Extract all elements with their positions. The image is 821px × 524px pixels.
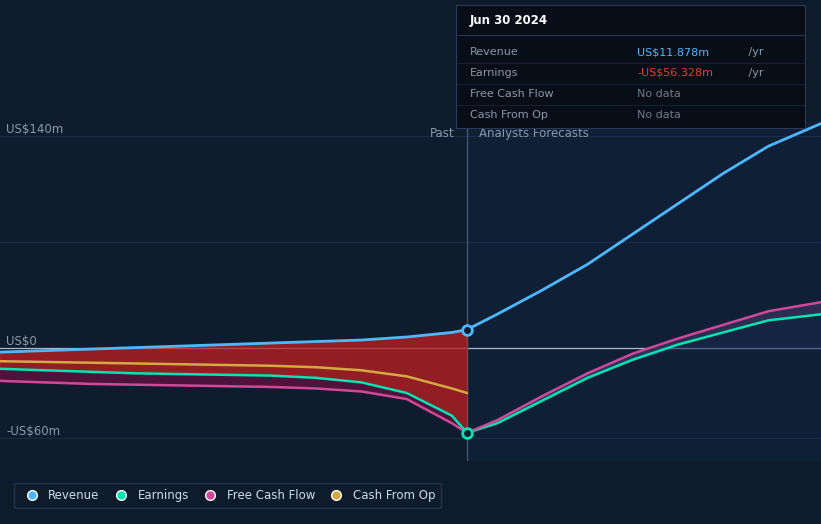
Text: No data: No data <box>637 110 681 120</box>
Text: -US$60m: -US$60m <box>6 425 60 439</box>
Text: Jun 30 2024: Jun 30 2024 <box>470 14 548 27</box>
Legend: Revenue, Earnings, Free Cash Flow, Cash From Op: Revenue, Earnings, Free Cash Flow, Cash … <box>14 483 441 508</box>
Text: Earnings: Earnings <box>470 68 518 78</box>
Text: Free Cash Flow: Free Cash Flow <box>470 89 553 99</box>
Text: US$11.878m: US$11.878m <box>637 47 709 57</box>
Text: Revenue: Revenue <box>470 47 518 57</box>
Text: Cash From Op: Cash From Op <box>470 110 548 120</box>
Text: /yr: /yr <box>745 68 764 78</box>
Bar <box>467 121 821 461</box>
Text: US$0: US$0 <box>6 335 37 347</box>
Text: No data: No data <box>637 89 681 99</box>
Text: Analysts Forecasts: Analysts Forecasts <box>479 127 589 139</box>
Text: /yr: /yr <box>745 47 764 57</box>
Text: Past: Past <box>430 127 455 139</box>
Text: -US$56.328m: -US$56.328m <box>637 68 713 78</box>
Text: US$140m: US$140m <box>6 123 63 136</box>
